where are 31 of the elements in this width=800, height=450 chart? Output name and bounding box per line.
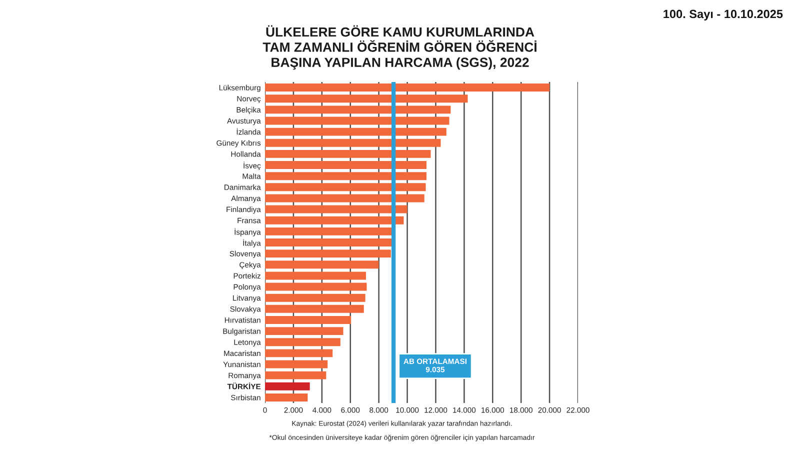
bar	[265, 238, 394, 246]
bar	[265, 338, 340, 346]
bar	[265, 272, 366, 280]
bar	[265, 393, 308, 402]
bar	[265, 327, 344, 336]
bar	[265, 94, 468, 103]
bar	[265, 227, 394, 236]
bar	[265, 106, 451, 114]
bar	[265, 150, 431, 158]
bar	[265, 349, 333, 358]
bar	[265, 360, 328, 368]
bar	[265, 382, 310, 390]
bar	[265, 304, 364, 313]
bar	[265, 260, 379, 269]
bar	[265, 172, 426, 180]
bar	[265, 282, 367, 291]
bar	[265, 316, 352, 324]
bar	[265, 294, 366, 302]
bar	[265, 84, 550, 92]
bar	[265, 161, 426, 169]
text: 100. Sayı - 10.10.2025	[664, 10, 783, 20]
bar	[265, 250, 391, 258]
bar	[265, 216, 404, 224]
bar	[265, 183, 426, 192]
bar	[265, 116, 450, 125]
bar	[265, 205, 408, 214]
bar	[265, 128, 446, 136]
bar	[265, 138, 441, 147]
bar	[265, 371, 326, 380]
bar	[265, 194, 424, 202]
chart-title: ÜLKELERE GÖRE KAMU KURUMLARINDA TAM ZAMANLI ÖĞRENİM GÖREN ÖĞRENCİ BAŞINA YAPILAN HARCAMA (SGS), 2022	[262, 25, 536, 70]
